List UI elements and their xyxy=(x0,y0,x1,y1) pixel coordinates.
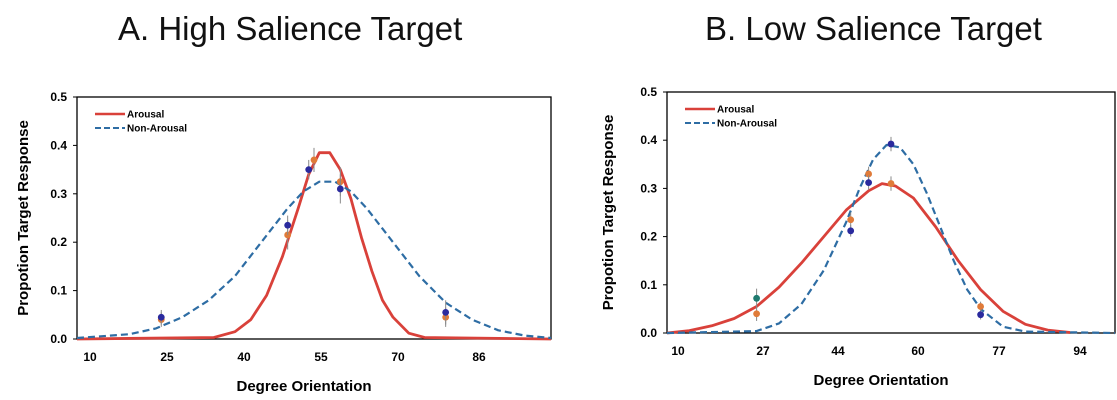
x-tick-label: 25 xyxy=(160,350,174,364)
data-point xyxy=(753,310,760,318)
data-point xyxy=(977,303,984,310)
x-tick-label: 94 xyxy=(1073,344,1087,358)
y-axis-title: Propotion Target Response xyxy=(600,115,617,311)
series-line-non-arousal xyxy=(666,143,1116,335)
x-tick-label: 40 xyxy=(237,350,251,364)
data-point xyxy=(442,308,450,316)
data-point xyxy=(865,170,872,178)
y-tick-label: 0.3 xyxy=(640,181,657,195)
data-point xyxy=(977,311,984,319)
y-tick-label: 0.0 xyxy=(640,326,657,340)
data-point xyxy=(865,179,872,187)
plot-frame xyxy=(76,96,552,340)
data-point xyxy=(157,313,165,321)
x-tick-label: 10 xyxy=(671,344,685,358)
data-point xyxy=(336,185,344,193)
x-tick-label: 86 xyxy=(472,350,486,364)
x-tick-label: 44 xyxy=(831,344,845,358)
y-tick-label: 0.0 xyxy=(50,332,67,346)
x-tick-label: 77 xyxy=(992,344,1006,358)
y-tick-label: 0.4 xyxy=(50,138,67,152)
legend-label: Non-Arousal xyxy=(717,119,777,130)
chart-a-svg: 0.0 0.1 0.2 0.3 0.4 0.5 10 25 40 55 70 86 Degree Ori… xyxy=(15,90,552,395)
x-tick-label: 70 xyxy=(391,350,405,364)
x-axis-title: Degree Orientation xyxy=(813,372,948,389)
chart-panel-a: A. High Salience Target 0.0 0.1 0.2 0.3 0.4 0… xyxy=(15,10,552,395)
y-tick-label: 0.5 xyxy=(50,90,67,104)
data-point xyxy=(887,180,895,187)
y-tick-label: 0.1 xyxy=(50,284,67,298)
x-axis-title: Degree Orientation xyxy=(236,378,371,395)
chart-title-a: A. High Salience Target xyxy=(118,10,463,47)
data-point xyxy=(310,156,318,164)
data-point xyxy=(887,140,895,148)
x-tick-label: 10 xyxy=(83,350,97,364)
legend-label: Non-Arousal xyxy=(127,124,187,135)
y-tick-label: 0.3 xyxy=(50,187,67,201)
chart-b-svg: 0.0 0.1 0.2 0.3 0.4 0.5 10 27 44 60 77 94 Degree Ori… xyxy=(600,85,1116,389)
y-tick-label: 0.2 xyxy=(50,235,67,249)
legend-label: Arousal xyxy=(717,105,754,116)
data-point xyxy=(284,221,292,229)
data-point xyxy=(753,294,760,302)
plot-frame xyxy=(666,91,1116,334)
y-axis-title: Propotion Target Response xyxy=(15,120,32,316)
series-line-arousal xyxy=(76,151,552,341)
y-tick-label: 0.1 xyxy=(640,278,657,292)
chart-title-b: B. Low Salience Target xyxy=(705,10,1042,47)
chart-panel-b: B. Low Salience Target 0.0 0.1 0.2 0.3 0.4 0.… xyxy=(585,0,1117,400)
y-tick-label: 0.2 xyxy=(640,230,657,244)
legend-label: Arousal xyxy=(127,110,164,121)
data-point xyxy=(305,166,313,174)
x-tick-label: 27 xyxy=(756,344,770,358)
series-line-arousal xyxy=(666,182,1071,335)
x-tick-label: 60 xyxy=(911,344,925,358)
data-point xyxy=(847,227,855,235)
y-tick-label: 0.5 xyxy=(640,85,657,99)
data-point xyxy=(847,216,855,224)
x-tick-label: 55 xyxy=(314,350,328,364)
series-line-non-arousal xyxy=(76,180,552,340)
y-tick-label: 0.4 xyxy=(640,133,657,147)
